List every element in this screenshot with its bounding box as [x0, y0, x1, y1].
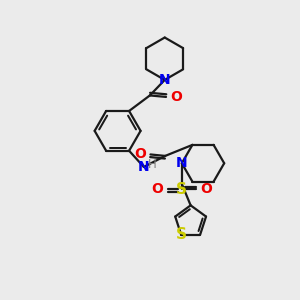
Text: O: O: [151, 182, 163, 196]
Text: O: O: [201, 182, 212, 196]
Text: O: O: [170, 90, 182, 104]
Text: O: O: [135, 147, 147, 161]
Text: N: N: [176, 156, 188, 170]
Text: S: S: [176, 182, 187, 197]
Text: N: N: [159, 73, 170, 87]
Text: S: S: [176, 227, 187, 242]
Text: H: H: [148, 158, 156, 171]
Text: N: N: [138, 160, 150, 174]
